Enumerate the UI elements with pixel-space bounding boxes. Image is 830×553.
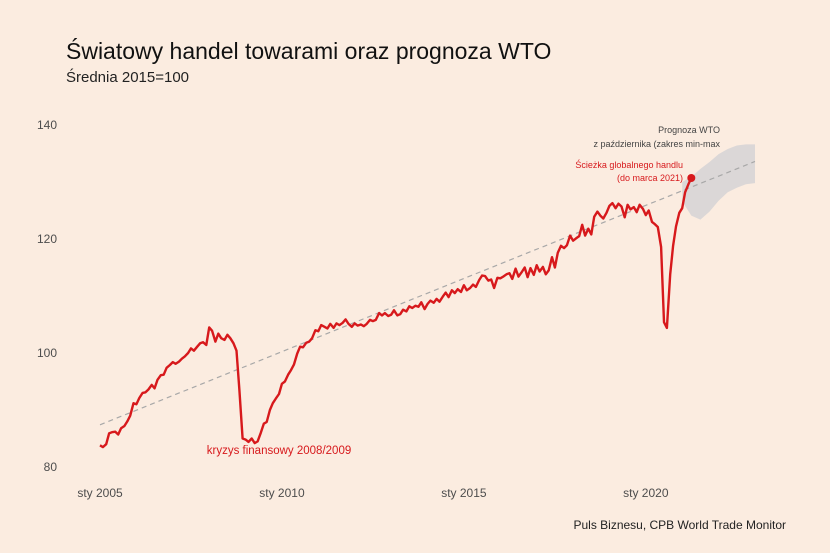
y-tick-label: 140 <box>37 118 57 132</box>
wto-annotation-line2: z października (zakres min-max <box>593 139 720 149</box>
trend-layer <box>99 160 756 426</box>
crisis-annotation: kryzys finansowy 2008/2009 <box>207 445 351 457</box>
wto-annotation-line1: Prognoza WTO <box>658 125 720 135</box>
trade-series-line <box>99 177 693 449</box>
x-tick-label: sty 2005 <box>77 486 123 500</box>
x-axis-ticks: sty 2005 sty 2010 sty 2015 sty 2020 <box>77 486 669 500</box>
trend-line <box>99 160 756 426</box>
y-tick-label: 80 <box>44 460 58 474</box>
chart-subtitle: Średnia 2015=100 <box>66 69 190 86</box>
chart-title: Światowy handel towarami oraz prognoza W… <box>66 38 552 64</box>
forecast-band <box>682 144 755 220</box>
y-tick-label: 100 <box>37 346 57 360</box>
x-tick-label: sty 2010 <box>259 486 305 500</box>
x-tick-label: sty 2015 <box>441 486 487 500</box>
end-point-marker <box>687 174 696 183</box>
path-annotation-line2: (do marca 2021) <box>617 173 683 183</box>
forecast-band-layer <box>682 144 755 220</box>
y-tick-label: 120 <box>37 232 57 246</box>
series-layer <box>99 174 696 449</box>
path-annotation-line1: Ścieżka globalnego handlu <box>575 159 683 170</box>
y-axis-ticks: 80 100 120 140 <box>37 118 57 474</box>
source-note: Puls Biznesu, CPB World Trade Monitor <box>573 518 786 532</box>
x-tick-label: sty 2020 <box>623 486 669 500</box>
